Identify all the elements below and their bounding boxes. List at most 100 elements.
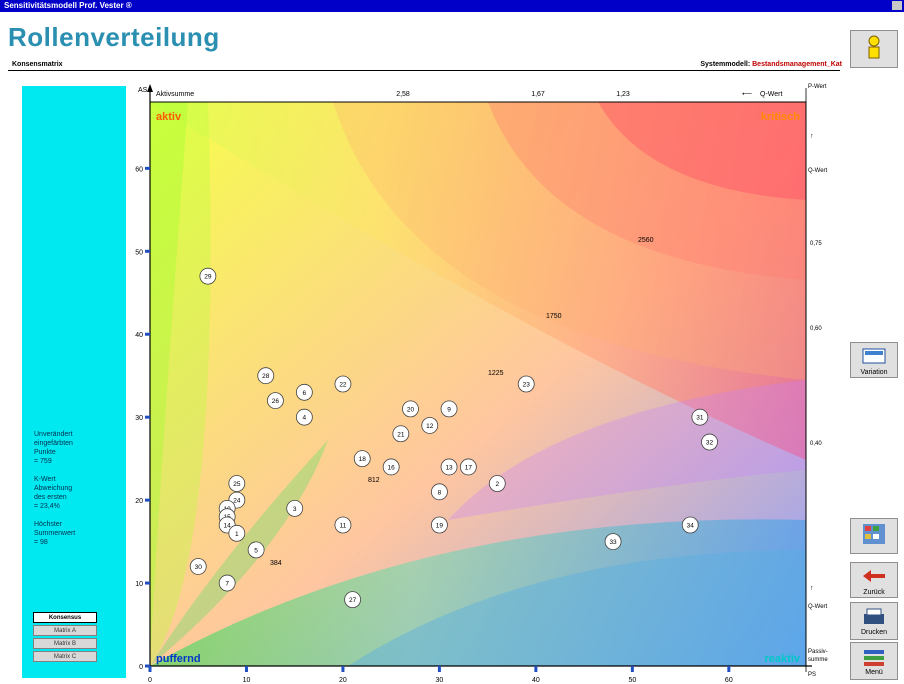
data-point-28[interactable] [257,367,275,385]
stat-line: des ersten [34,494,67,501]
x-tick-label: 30 [436,677,444,684]
stat-line [34,511,124,520]
y-tick-label: 30 [135,415,143,422]
sidebar-button-menü[interactable]: Menü [850,642,898,680]
data-point-8[interactable] [431,483,448,501]
matrix-switch-matrix-b[interactable]: Matrix B [33,638,97,649]
data-point-27[interactable] [344,591,361,609]
data-point-22[interactable] [334,375,352,393]
data-point-label: 34 [687,523,695,530]
sidebar-button-matrix[interactable] [850,518,898,554]
right-tick-label: 0,75 [810,241,822,247]
top-arrow-label: Q-Wert [760,91,782,98]
y-tick-label: 50 [135,249,143,256]
stat-line: = 759 [34,458,52,465]
matrix-switch-konsensus[interactable]: Konsensus [33,612,97,623]
data-point-31[interactable] [691,408,709,426]
top-tick-label: 1,67 [531,91,545,98]
matrix-switch-matrix-a[interactable]: Matrix A [33,625,97,636]
sidebar-button-zurück[interactable]: Zurück [850,562,898,598]
data-point-label: 9 [447,406,451,413]
data-point-34[interactable] [681,516,699,534]
stat-line: K-Wert [34,476,56,483]
data-point-label: 31 [696,415,704,422]
data-point-1[interactable] [228,524,246,542]
data-point-6[interactable] [295,383,313,401]
data-point-16[interactable] [382,458,400,476]
data-point-33[interactable] [604,533,622,550]
corner-label-reactive: reaktiv [765,653,801,665]
data-point-30[interactable] [189,558,207,575]
matrix-switch-matrix-c[interactable]: Matrix C [33,651,97,662]
bottom-right-label-1: Passiv- [808,649,828,655]
menu-icon [864,650,884,666]
x-tick-label: 40 [532,677,540,684]
data-point-23[interactable] [517,375,535,393]
statistics-text: Unverändert eingefärbten Punkte = 759 K-Wer… [34,430,124,547]
stat-line: eingefärbten [34,440,73,447]
data-point-11[interactable] [334,516,352,534]
system-model-caption: Systemmodell: [700,61,751,68]
stat-line: Punkte [34,449,56,456]
data-point-12[interactable] [421,417,439,434]
data-point-label: 21 [397,431,405,438]
left-info-panel [22,86,126,678]
system-model-label: Systemmodell: Bestandsmanagement_Kat [700,61,842,68]
stat-line: = 98 [34,539,48,546]
y-tick-label: 60 [135,166,143,173]
back-arrow-icon [863,570,885,582]
close-icon[interactable] [892,1,902,10]
data-point-17[interactable] [459,458,477,476]
grid-icon [863,524,885,544]
data-point-2[interactable] [488,475,506,492]
bottom-right-label-3: PS [808,672,816,678]
data-point-3[interactable] [286,500,304,517]
sidebar-button-drucken[interactable]: Drucken [850,602,898,640]
data-point-25[interactable] [228,475,246,492]
stat-line: Höchster [34,521,63,528]
x-tick-label: 0 [148,677,152,684]
data-point-21[interactable] [392,425,410,443]
role-distribution-chart: 0 10 20 30 40 50 60 0 10 20 30 40 50 60 2,58 1,67 1,23 0… [135,84,828,684]
x-tick-label: 50 [628,677,636,684]
stat-line: Summenwert [34,530,76,537]
stat-line: Abweichung [34,485,73,492]
data-point-label: 25 [233,481,241,488]
corner-label-active: aktiv [156,111,182,123]
data-point-label: 33 [609,539,617,546]
data-point-label: 28 [262,373,270,380]
sidebar-button-label: Zurück [863,589,885,596]
corner-label-pvalue: P-Wert [808,84,827,90]
window-titlebar: Sensitivitätsmodell Prof. Vester ® [0,0,904,12]
corner-label-buffering: puffernd [156,653,201,665]
data-point-label: 17 [465,464,473,471]
data-point-5[interactable] [247,541,265,559]
data-point-label: 11 [340,523,347,530]
data-point-19[interactable] [431,516,448,534]
data-point-7[interactable] [218,574,236,592]
printer-icon [864,608,884,624]
y-tick-label: 40 [135,332,143,339]
data-point-9[interactable] [440,400,458,418]
top-axis-label: Aktivsumme [156,91,194,98]
data-point-32[interactable] [701,433,718,451]
help-button[interactable] [850,30,898,68]
data-point-label: 8 [438,489,442,496]
data-point-label: 1 [235,531,239,538]
data-point-label: 16 [388,464,396,471]
sidebar-button-variation[interactable]: Variation [850,342,898,378]
data-point-29[interactable] [199,267,217,285]
data-point-18[interactable] [353,450,371,468]
data-point-4[interactable] [295,408,313,426]
data-point-label: 13 [445,464,453,471]
y-axis-arrow-icon [147,84,153,92]
stat-line [34,466,124,475]
data-point-13[interactable] [440,458,458,476]
data-point-26[interactable] [267,392,284,409]
right-bottom-label: Q-Wert [808,604,828,610]
right-tick-label: 0,40 [810,441,822,447]
data-point-20[interactable] [402,400,419,418]
y-tick-label: 20 [135,498,143,505]
variation-icon [862,348,886,364]
up-arrow-bottom-icon: ↑ [810,585,814,592]
